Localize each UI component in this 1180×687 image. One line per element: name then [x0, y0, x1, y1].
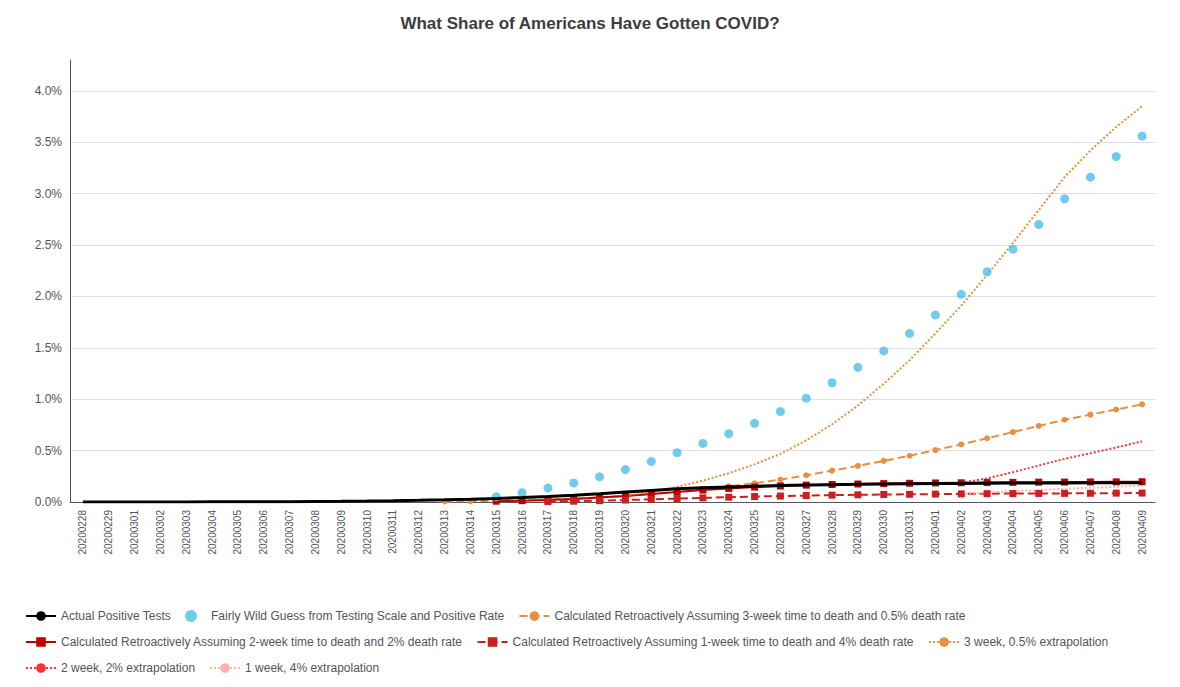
- svg-text:3 week, 0.5% extrapolation: 3 week, 0.5% extrapolation: [964, 635, 1108, 649]
- svg-text:20200316: 20200316: [517, 510, 528, 555]
- svg-text:4.0%: 4.0%: [35, 84, 63, 98]
- svg-text:20200323: 20200323: [697, 510, 708, 555]
- svg-text:20200307: 20200307: [284, 510, 295, 555]
- svg-text:1.0%: 1.0%: [35, 392, 63, 406]
- svg-text:20200228: 20200228: [77, 510, 88, 555]
- svg-text:20200306: 20200306: [258, 510, 269, 555]
- svg-text:0.0%: 0.0%: [35, 495, 63, 509]
- svg-text:Calculated Retroactively Assum: Calculated Retroactively Assuming 1-week…: [513, 635, 914, 649]
- svg-text:1 week, 4% extrapolation: 1 week, 4% extrapolation: [245, 661, 379, 675]
- svg-text:20200321: 20200321: [646, 510, 657, 555]
- svg-text:20200319: 20200319: [594, 510, 605, 555]
- svg-text:Calculated Retroactively Assum: Calculated Retroactively Assuming 2-week…: [61, 635, 462, 649]
- svg-text:Calculated Retroactively Assum: Calculated Retroactively Assuming 3-week…: [554, 609, 965, 623]
- svg-text:20200324: 20200324: [723, 510, 734, 555]
- svg-text:20200304: 20200304: [207, 510, 218, 555]
- svg-text:Fairly Wild Guess from Testing: Fairly Wild Guess from Testing Scale and…: [211, 609, 505, 623]
- svg-text:2.5%: 2.5%: [35, 238, 63, 252]
- svg-text:2 week, 2% extrapolation: 2 week, 2% extrapolation: [61, 661, 195, 675]
- svg-text:20200401: 20200401: [930, 510, 941, 555]
- svg-text:20200301: 20200301: [129, 510, 140, 555]
- svg-text:2.0%: 2.0%: [35, 289, 63, 303]
- svg-text:20200327: 20200327: [801, 510, 812, 555]
- svg-text:20200408: 20200408: [1111, 510, 1122, 555]
- svg-text:20200315: 20200315: [491, 510, 502, 555]
- svg-text:20200331: 20200331: [904, 510, 915, 555]
- svg-text:20200329: 20200329: [852, 510, 863, 555]
- svg-text:Actual Positive Tests: Actual Positive Tests: [61, 609, 171, 623]
- svg-text:20200409: 20200409: [1137, 510, 1148, 555]
- svg-text:3.5%: 3.5%: [35, 135, 63, 149]
- svg-text:20200314: 20200314: [465, 510, 476, 555]
- svg-text:20200328: 20200328: [827, 510, 838, 555]
- svg-text:20200325: 20200325: [749, 510, 760, 555]
- svg-text:1.5%: 1.5%: [35, 341, 63, 355]
- svg-text:0.5%: 0.5%: [35, 444, 63, 458]
- svg-text:20200326: 20200326: [775, 510, 786, 555]
- svg-text:20200309: 20200309: [336, 510, 347, 555]
- svg-text:20200320: 20200320: [620, 510, 631, 555]
- svg-text:20200318: 20200318: [568, 510, 579, 555]
- svg-text:20200322: 20200322: [672, 510, 683, 555]
- svg-text:20200308: 20200308: [310, 510, 321, 555]
- svg-text:20200406: 20200406: [1059, 510, 1070, 555]
- svg-text:20200302: 20200302: [155, 510, 166, 555]
- svg-text:20200405: 20200405: [1033, 510, 1044, 555]
- svg-text:20200303: 20200303: [181, 510, 192, 555]
- svg-text:What Share of Americans Have G: What Share of Americans Have Gotten COVI…: [400, 14, 779, 33]
- svg-text:20200407: 20200407: [1085, 510, 1096, 555]
- svg-text:20200229: 20200229: [103, 510, 114, 555]
- svg-text:20200305: 20200305: [232, 510, 243, 555]
- svg-text:20200313: 20200313: [439, 510, 450, 555]
- svg-text:20200330: 20200330: [878, 510, 889, 555]
- svg-text:20200402: 20200402: [956, 510, 967, 555]
- svg-text:20200317: 20200317: [542, 510, 553, 555]
- svg-text:20200311: 20200311: [387, 510, 398, 554]
- svg-text:20200404: 20200404: [1007, 510, 1018, 555]
- svg-text:20200403: 20200403: [982, 510, 993, 555]
- svg-text:3.0%: 3.0%: [35, 187, 63, 201]
- svg-text:20200310: 20200310: [362, 510, 373, 555]
- svg-text:20200312: 20200312: [413, 510, 424, 555]
